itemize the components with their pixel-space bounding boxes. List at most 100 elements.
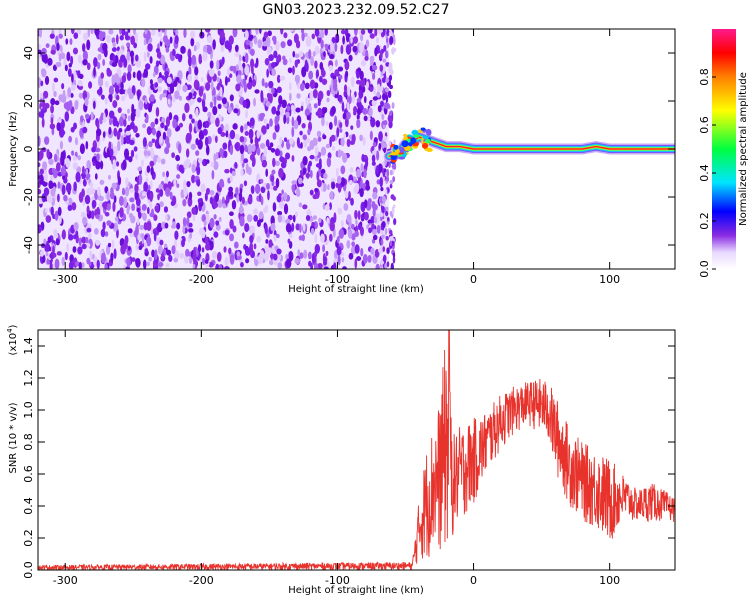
- spectrogram-noise-cell: [151, 138, 156, 144]
- spectrogram-noise-cell: [90, 210, 95, 220]
- spectrogram-noise-cell: [135, 258, 141, 268]
- spectrogram-noise-cell: [178, 95, 182, 101]
- snr-ytick-label: 1.4: [22, 337, 35, 355]
- spectrogram-noise-cell: [320, 29, 324, 34]
- spectrogram-noise-cell: [113, 145, 118, 157]
- spectrogram-noise-cell: [150, 147, 154, 155]
- snr-plot-area: [38, 330, 675, 570]
- spectrogram-noise-cell: [71, 73, 74, 83]
- spectrogram-noise-cell: [245, 39, 251, 46]
- spectrogram-noise-cell: [198, 86, 204, 97]
- spectrogram-noise-cell: [205, 243, 211, 251]
- spectrogram-noise-cell: [233, 108, 239, 114]
- spectrogram-noise-cell: [380, 230, 384, 235]
- spectrogram-noise-cell: [341, 101, 345, 112]
- spectrogram-noise-cell: [58, 29, 62, 35]
- snr-xtick-label: -100: [325, 574, 350, 587]
- spectrogram-noise-cell: [111, 239, 115, 249]
- spectrogram-noise-cell: [260, 178, 264, 184]
- spectrogram-noise-cell: [334, 59, 338, 67]
- spectrogram-noise-cell: [256, 147, 261, 156]
- spectrogram-noise-cell: [337, 255, 341, 266]
- spectrogram-noise-cell: [38, 53, 41, 60]
- spectrogram-noise-cell: [90, 29, 94, 35]
- spectrogram-noise-cell: [96, 88, 103, 96]
- spectrogram-noise-cell: [63, 56, 67, 66]
- spectrogram-noise-cell: [287, 238, 291, 244]
- spectrogram-noise-cell: [202, 128, 208, 136]
- spectrogram-noise-cell: [329, 202, 332, 211]
- spectrogram-noise-cell: [253, 36, 258, 45]
- spectrogram-noise-cell: [300, 105, 304, 112]
- spectrogram-noise-cell: [236, 251, 241, 257]
- spectrogram-noise-cell: [299, 223, 302, 233]
- spectrogram-noise-cell: [307, 251, 312, 260]
- spectrogram-noise-cell: [257, 39, 263, 49]
- spectrogram-noise-cell: [163, 206, 169, 213]
- spectrogram-noise-cell: [297, 249, 301, 257]
- spectrogram-noise-cell: [245, 258, 250, 264]
- spectrogram-noise-cell: [138, 174, 143, 185]
- colorbar-tick-label: 0.6: [698, 116, 711, 134]
- spectrogram-noise-cell: [367, 198, 372, 204]
- spectrogram-noise-cell: [55, 162, 61, 172]
- spectrogram-noise-cell: [228, 211, 234, 217]
- spectrogram-noise-cell: [89, 187, 96, 195]
- spectrogram-noise-cell: [186, 216, 190, 226]
- spectrogram-noise-cell: [45, 215, 52, 223]
- spectrogram-noise-cell: [382, 160, 385, 170]
- spectrogram-noise-cell: [113, 127, 118, 137]
- spectrogram-noise-cell: [322, 244, 326, 253]
- spectrogram-noise-cell: [108, 126, 112, 135]
- spectrogram-noise-cell: [80, 211, 86, 218]
- spectrogram-noise-cell: [355, 219, 358, 226]
- spectrogram-noise-cell: [148, 141, 153, 148]
- spectrogram-noise-cell: [371, 72, 376, 80]
- spectrogram-noise-cell: [176, 222, 181, 230]
- spectrogram-noise-cell: [356, 118, 361, 129]
- spectrogram-noise-cell: [216, 251, 222, 262]
- spectrogram-noise-cell: [368, 227, 372, 234]
- spectrogram-noise-cell: [325, 143, 331, 149]
- spectrogram-noise-cell: [374, 137, 378, 143]
- spectrogram-noise-cell: [69, 38, 73, 45]
- spectrogram-noise-cell: [278, 201, 285, 209]
- spectrogram-noise-cell: [114, 216, 120, 222]
- spectrogram-noise-cell: [307, 128, 311, 136]
- spectrogram-noise-cell: [94, 147, 101, 153]
- spectrogram-noise-cell: [166, 249, 172, 256]
- spectrogram-noise-cell: [165, 46, 170, 53]
- spectrogram-noise-cell: [301, 123, 306, 129]
- spectrogram-noise-cell: [343, 228, 347, 235]
- spectrogram-noise-cell: [191, 118, 195, 124]
- spectrogram-noise-cell: [97, 77, 104, 87]
- spectrogram-noise-cell: [59, 140, 64, 150]
- spectrogram-noise-cell: [188, 228, 194, 233]
- spectrogram-noise-cell: [287, 39, 293, 47]
- spectrogram-noise-cell: [56, 251, 62, 256]
- spectrogram-noise-cell: [170, 200, 175, 207]
- spectrogram-noise-cell: [74, 100, 79, 110]
- spectrogram-noise-cell: [294, 211, 298, 218]
- spectrogram-noise-cell: [331, 36, 336, 44]
- spectrogram-noise-cell: [215, 192, 220, 202]
- spectrogram-noise-cell: [221, 97, 227, 105]
- spectrogram-noise-cell: [224, 266, 230, 269]
- spectrogram-noise-cell: [141, 159, 144, 167]
- spectrogram-noise-cell: [94, 228, 99, 235]
- spectrogram-noise-cell: [331, 178, 336, 183]
- spectrogram-noise-cell: [378, 131, 383, 142]
- spectrogram-noise-cell: [304, 108, 310, 117]
- spectrogram-noise-cell: [129, 197, 135, 203]
- spectrogram-noise-cell: [285, 258, 292, 269]
- spectrogram-signal-cell: [425, 128, 431, 135]
- spectrogram-noise-cell: [331, 145, 336, 151]
- spectrogram-noise-cell: [217, 199, 223, 208]
- spectrogram-noise-cell: [309, 154, 315, 160]
- spectrogram-noise-cell: [159, 201, 164, 208]
- spectrogram-noise-cell: [218, 216, 222, 222]
- spectrogram-noise-cell: [375, 164, 379, 175]
- spectrogram-noise-cell: [146, 206, 150, 215]
- spectrogram-noise-cell: [76, 166, 82, 174]
